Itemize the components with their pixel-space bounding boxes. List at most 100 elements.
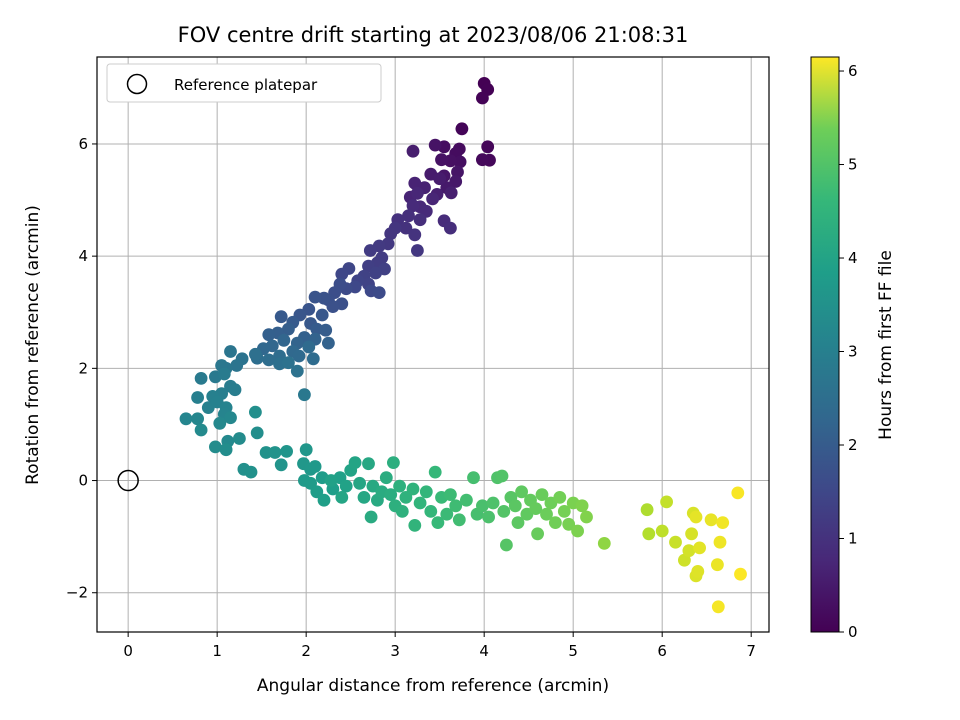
data-point xyxy=(406,199,420,213)
data-point xyxy=(455,122,469,136)
data-point xyxy=(191,412,205,426)
data-point xyxy=(482,510,495,524)
data-point xyxy=(562,517,576,531)
data-point xyxy=(711,600,725,614)
data-point xyxy=(364,510,378,524)
data-point xyxy=(597,537,611,550)
data-point xyxy=(734,567,747,581)
data-point xyxy=(428,138,442,152)
data-point xyxy=(685,527,698,541)
y-axis-ticks: −2 0 2 4 6 xyxy=(66,135,97,602)
data-point xyxy=(408,176,422,190)
data-point xyxy=(444,186,458,200)
plot-frame xyxy=(96,56,770,633)
data-point xyxy=(402,209,415,223)
data-point xyxy=(335,267,349,281)
data-point xyxy=(274,458,288,472)
data-point xyxy=(268,446,282,459)
data-point xyxy=(431,516,445,529)
data-point xyxy=(495,469,509,483)
data-point xyxy=(467,471,480,485)
data-point xyxy=(335,491,349,504)
data-point xyxy=(553,491,567,504)
x-tick-label: 7 xyxy=(746,642,756,660)
x-axis-ticks: 0 1 2 3 4 5 6 7 xyxy=(123,632,756,660)
colorbar-tick-label: 3 xyxy=(848,343,858,361)
x-tick-label: 3 xyxy=(390,642,400,660)
data-point xyxy=(691,565,705,578)
data-point xyxy=(549,516,562,529)
reference-platepar-marker xyxy=(117,469,139,492)
data-point xyxy=(308,460,322,473)
data-point xyxy=(716,516,730,529)
data-point xyxy=(302,340,316,354)
data-point xyxy=(642,527,656,541)
data-point xyxy=(497,505,511,518)
colorbar-tick-label: 6 xyxy=(848,62,858,80)
data-point xyxy=(217,367,231,381)
data-point xyxy=(399,491,413,504)
data-point xyxy=(508,499,522,513)
y-axis-label: Rotation from reference (arcmin) xyxy=(23,205,43,485)
data-point xyxy=(435,153,448,167)
data-point xyxy=(711,558,724,572)
data-point xyxy=(322,336,335,350)
data-point xyxy=(669,535,682,549)
colorbar-tick-label: 2 xyxy=(848,436,858,454)
colorbar-gradient xyxy=(810,56,840,633)
data-point xyxy=(399,221,413,235)
data-point xyxy=(372,286,386,299)
data-point xyxy=(315,308,329,322)
data-point xyxy=(230,359,244,372)
data-point xyxy=(274,310,288,324)
data-point xyxy=(413,213,427,227)
data-point xyxy=(259,446,273,459)
data-point xyxy=(362,457,375,471)
data-point xyxy=(191,391,205,404)
data-point xyxy=(395,505,409,518)
data-point xyxy=(224,411,237,425)
x-tick-label: 0 xyxy=(123,642,133,660)
data-point xyxy=(713,535,727,549)
data-point xyxy=(228,383,242,397)
x-tick-label: 6 xyxy=(657,642,667,660)
data-point xyxy=(535,488,549,501)
data-point xyxy=(704,513,718,527)
colorbar-tick-label: 4 xyxy=(848,249,858,267)
data-point xyxy=(406,144,420,158)
x-tick-label: 2 xyxy=(301,642,311,660)
data-point xyxy=(731,486,745,500)
data-point xyxy=(363,244,377,257)
data-point xyxy=(353,476,366,490)
data-point xyxy=(379,471,393,485)
data-point xyxy=(219,443,233,457)
data-point xyxy=(408,519,422,532)
y-tick-label: 2 xyxy=(78,359,88,377)
x-tick-label: 5 xyxy=(568,642,578,660)
data-point xyxy=(486,496,500,510)
data-point xyxy=(682,544,696,558)
data-point xyxy=(262,353,276,367)
data-point xyxy=(244,465,258,479)
data-point xyxy=(476,91,489,105)
data-point xyxy=(575,499,589,513)
y-tick-label: 6 xyxy=(78,135,88,153)
data-point xyxy=(298,388,311,402)
data-point xyxy=(406,482,420,496)
data-point xyxy=(408,228,422,242)
data-point xyxy=(277,333,291,347)
data-point xyxy=(262,328,276,342)
data-point xyxy=(426,192,439,206)
data-point xyxy=(451,165,464,179)
data-point xyxy=(449,499,463,513)
data-point xyxy=(233,432,246,445)
data-point xyxy=(250,426,264,440)
data-point xyxy=(290,364,304,378)
x-axis-label: Angular distance from reference (arcmin) xyxy=(257,676,609,696)
data-point xyxy=(428,465,442,479)
data-point xyxy=(424,505,438,518)
data-point xyxy=(249,405,262,419)
data-point xyxy=(515,485,528,499)
legend-label: Reference platepar xyxy=(174,76,318,94)
data-point xyxy=(369,266,382,280)
